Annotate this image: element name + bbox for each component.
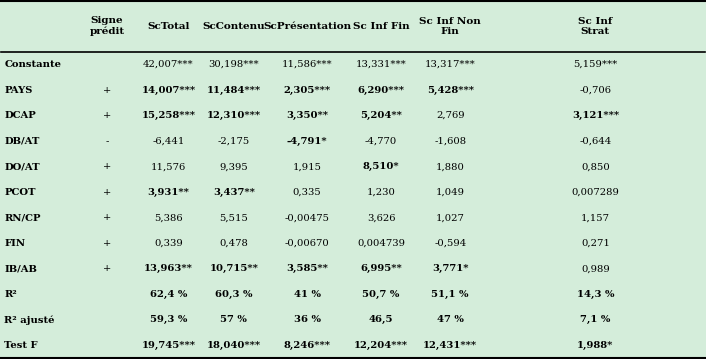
Text: Sc Inf Non
Fin: Sc Inf Non Fin [419, 17, 481, 36]
Text: R²: R² [4, 290, 17, 299]
Text: ScContenu: ScContenu [203, 22, 265, 31]
Text: 62,4 %: 62,4 % [150, 290, 187, 299]
Text: +: + [103, 239, 112, 248]
Text: 0,989: 0,989 [581, 264, 610, 274]
Text: PCOT: PCOT [4, 188, 36, 197]
Text: DCAP: DCAP [4, 111, 36, 120]
Text: 0,004739: 0,004739 [357, 239, 405, 248]
Text: 12,310***: 12,310*** [207, 111, 261, 120]
Text: 3,931**: 3,931** [148, 188, 189, 197]
Text: +: + [103, 213, 112, 222]
Text: Test F: Test F [4, 341, 38, 350]
Text: 14,007***: 14,007*** [141, 85, 196, 95]
Text: DB/AT: DB/AT [4, 137, 40, 146]
Text: 6,290***: 6,290*** [358, 85, 405, 95]
Text: -2,175: -2,175 [217, 137, 250, 146]
Text: -: - [105, 137, 109, 146]
Text: 1,880: 1,880 [436, 162, 465, 171]
Text: 5,428***: 5,428*** [426, 85, 474, 95]
Text: -0,00670: -0,00670 [285, 239, 330, 248]
Text: 0,271: 0,271 [581, 239, 610, 248]
Text: DO/AT: DO/AT [4, 162, 40, 171]
Text: ScTotal: ScTotal [148, 22, 190, 31]
Text: 5,159***: 5,159*** [573, 60, 618, 69]
Text: 60,3 %: 60,3 % [215, 290, 253, 299]
Text: 51,1 %: 51,1 % [431, 290, 469, 299]
Text: 1,230: 1,230 [366, 188, 395, 197]
Text: 57 %: 57 % [220, 316, 247, 325]
Text: 14,3 %: 14,3 % [577, 290, 614, 299]
Text: +: + [103, 111, 112, 120]
Text: 8,246***: 8,246*** [284, 341, 330, 350]
Text: 1,915: 1,915 [293, 162, 322, 171]
Text: 18,040***: 18,040*** [207, 341, 261, 350]
Text: 46,5: 46,5 [369, 316, 393, 325]
Text: 13,331***: 13,331*** [356, 60, 407, 69]
Text: 8,510*: 8,510* [363, 162, 400, 171]
Text: 0,850: 0,850 [581, 162, 610, 171]
Text: 3,771*: 3,771* [432, 264, 469, 274]
Text: 0,007289: 0,007289 [571, 188, 619, 197]
Text: -4,791*: -4,791* [287, 137, 328, 146]
Text: 0,335: 0,335 [293, 188, 321, 197]
Text: 11,586***: 11,586*** [282, 60, 333, 69]
Text: -4,770: -4,770 [365, 137, 397, 146]
Text: Signe
prédit: Signe prédit [90, 16, 125, 36]
Text: Sc Inf Fin: Sc Inf Fin [353, 22, 409, 31]
Text: -0,594: -0,594 [434, 239, 467, 248]
Text: 12,431***: 12,431*** [423, 341, 477, 350]
Text: PAYS: PAYS [4, 85, 32, 95]
Text: 13,317***: 13,317*** [425, 60, 476, 69]
Text: -6,441: -6,441 [152, 137, 184, 146]
Text: 5,515: 5,515 [220, 213, 249, 222]
Text: +: + [103, 264, 112, 274]
Text: 36 %: 36 % [294, 316, 321, 325]
Text: 19,745***: 19,745*** [141, 341, 196, 350]
Text: 11,576: 11,576 [151, 162, 186, 171]
Text: Sc Inf
Strat: Sc Inf Strat [578, 17, 613, 36]
Text: 11,484***: 11,484*** [207, 85, 261, 95]
Text: 30,198***: 30,198*** [208, 60, 259, 69]
Text: +: + [103, 188, 112, 197]
Text: 47 %: 47 % [437, 316, 464, 325]
Text: 41 %: 41 % [294, 290, 321, 299]
Text: 1,027: 1,027 [436, 213, 465, 222]
Text: RN/CP: RN/CP [4, 213, 41, 222]
Text: 10,715**: 10,715** [210, 264, 258, 274]
Text: 50,7 %: 50,7 % [362, 290, 400, 299]
Text: 12,204***: 12,204*** [354, 341, 408, 350]
Text: 6,995**: 6,995** [360, 264, 402, 274]
Text: 5,204**: 5,204** [360, 111, 402, 120]
Text: -0,706: -0,706 [580, 85, 611, 95]
Text: -0,644: -0,644 [579, 137, 611, 146]
Text: IB/AB: IB/AB [4, 264, 37, 274]
Text: 3,626: 3,626 [367, 213, 395, 222]
Text: 3,585**: 3,585** [286, 264, 328, 274]
Text: 13,963**: 13,963** [144, 264, 193, 274]
Text: FIN: FIN [4, 239, 25, 248]
Text: ScPrésentation: ScPrésentation [263, 22, 352, 31]
Text: -1,608: -1,608 [434, 137, 466, 146]
Text: 2,769: 2,769 [436, 111, 465, 120]
Text: 9,395: 9,395 [220, 162, 249, 171]
Text: R² ajusté: R² ajusté [4, 315, 55, 325]
Text: 3,350**: 3,350** [286, 111, 328, 120]
Text: 3,121***: 3,121*** [572, 111, 619, 120]
Text: 1,988*: 1,988* [578, 341, 614, 350]
Text: 42,007***: 42,007*** [143, 60, 193, 69]
Text: 0,478: 0,478 [220, 239, 249, 248]
Text: 5,386: 5,386 [154, 213, 183, 222]
Text: -0,00475: -0,00475 [285, 213, 330, 222]
Text: +: + [103, 85, 112, 95]
Text: 1,157: 1,157 [581, 213, 610, 222]
Text: 0,339: 0,339 [154, 239, 183, 248]
Text: 3,437**: 3,437** [213, 188, 255, 197]
Text: +: + [103, 162, 112, 171]
Text: Constante: Constante [4, 60, 61, 69]
Text: 2,305***: 2,305*** [284, 85, 331, 95]
Text: 59,3 %: 59,3 % [150, 316, 187, 325]
Text: 15,258***: 15,258*** [141, 111, 196, 120]
Text: 7,1 %: 7,1 % [580, 316, 611, 325]
Text: 1,049: 1,049 [436, 188, 465, 197]
